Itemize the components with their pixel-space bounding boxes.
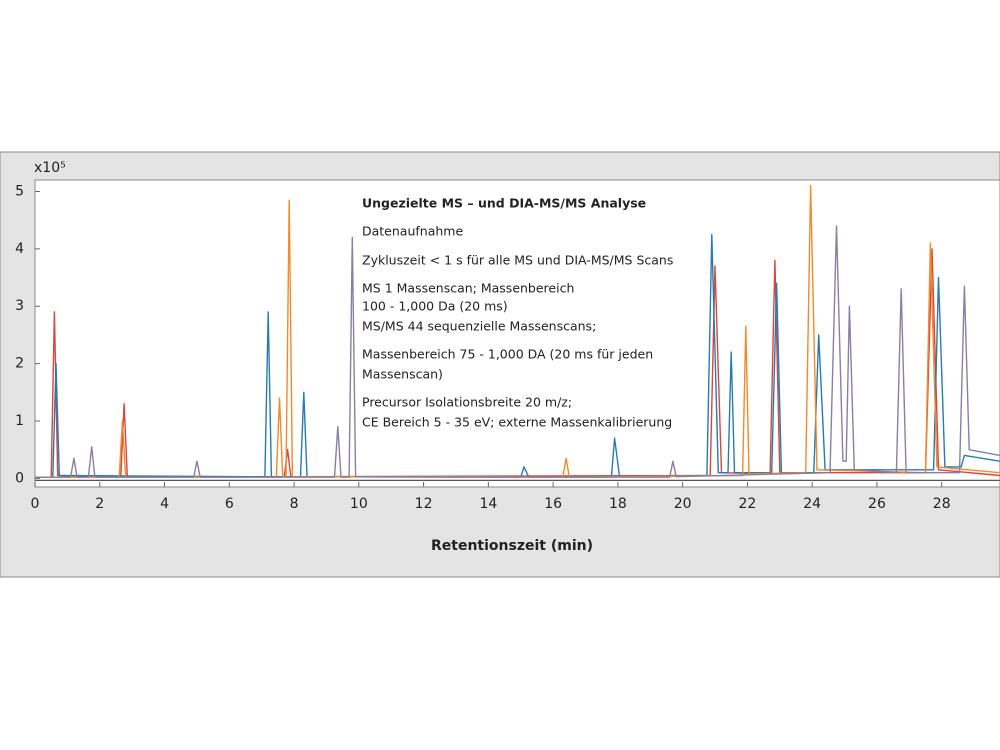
annotation-line: Zykluszeit < 1 s für alle MS und DIA-MS/… [362,253,673,268]
annotation-line: Massenscan) [362,367,443,382]
y-tick-label: 3 [15,298,24,314]
x-tick-label: 0 [31,496,40,512]
annotation-line: 100 - 1,000 Da (20 ms) [362,299,508,314]
y-tick-label: 0 [15,470,24,486]
x-tick-label: 8 [290,496,299,512]
annotation-line: MS 1 Massenscan; Massenbereich [362,281,574,296]
trace [35,225,1000,478]
x-tick-label: 22 [739,496,757,512]
x-tick-label: 16 [544,496,562,512]
x-tick-label: 14 [479,496,497,512]
x-tick-label: 12 [415,496,433,512]
y-tick-label: 4 [15,241,24,257]
x-tick-label: 20 [674,496,692,512]
x-tick-label: 4 [160,496,169,512]
y-axis-label: x10⁵ [34,160,66,176]
x-axis-label: Retentionszeit (min) [431,538,593,554]
annotation-title: Ungezielte MS – und DIA-MS/MS Analyse [362,196,646,211]
y-tick-label: 1 [15,413,24,429]
y-tick-label: 5 [15,183,24,199]
x-tick-label: 2 [95,496,104,512]
y-tick-label: 2 [15,356,24,372]
annotation-line: CE Bereich 5 - 35 eV; externe Massenkali… [362,415,672,430]
plot-area [34,179,1000,488]
x-tick-label: 24 [803,496,821,512]
x-tick-label: 26 [868,496,886,512]
annotation-line: Massenbereich 75 - 1,000 DA (20 ms für j… [362,347,653,362]
x-tick-label: 28 [933,496,951,512]
annotation-line: MS/MS 44 sequenzielle Massenscans; [362,319,596,334]
trace [35,233,1000,478]
x-tick-label: 18 [609,496,627,512]
annotation-line: Datenaufnahme [362,224,463,239]
annotation-line: Precursor Isolationsbreite 20 m/z; [362,395,572,410]
x-tick-label: 6 [225,496,234,512]
x-tick-label: 10 [350,496,368,512]
